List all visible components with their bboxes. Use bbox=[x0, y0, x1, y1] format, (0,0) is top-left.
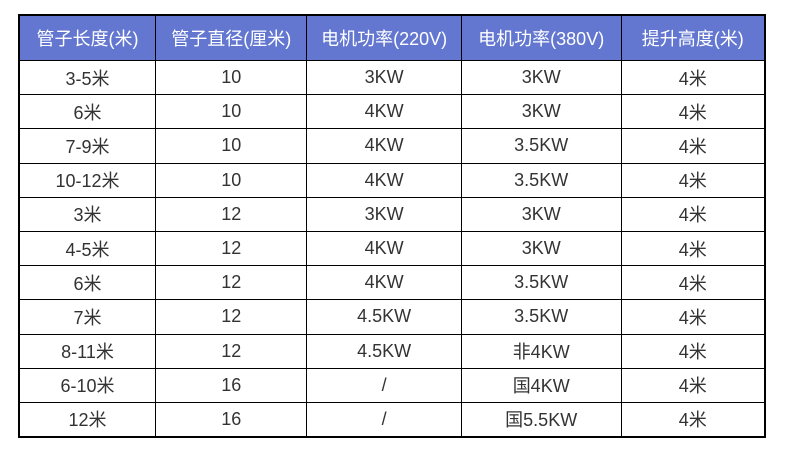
cell-lift-height: 4米 bbox=[620, 94, 766, 130]
cell-lift-height: 4米 bbox=[620, 128, 766, 164]
cell-power-380v: 非4KW bbox=[460, 333, 622, 369]
cell-lift-height: 4米 bbox=[620, 265, 766, 301]
cell-pipe-diameter: 12 bbox=[155, 333, 308, 369]
cell-lift-height: 4米 bbox=[620, 59, 766, 96]
table-row: 10-12米 10 4KW 3.5KW 4米 bbox=[18, 162, 766, 198]
cell-pipe-diameter: 12 bbox=[155, 230, 308, 267]
cell-power-220v: 4KW bbox=[306, 162, 462, 198]
cell-pipe-diameter: 10 bbox=[155, 59, 308, 96]
cell-power-220v: 3KW bbox=[306, 196, 462, 232]
cell-pipe-length: 12米 bbox=[18, 401, 157, 438]
cell-power-380v: 3.5KW bbox=[460, 162, 622, 198]
cell-power-220v: 4.5KW bbox=[306, 333, 462, 369]
cell-pipe-length: 7米 bbox=[18, 299, 157, 335]
cell-pipe-diameter: 10 bbox=[155, 128, 308, 164]
table-row: 7-9米 10 4KW 3.5KW 4米 bbox=[18, 128, 766, 164]
cell-power-220v: / bbox=[306, 367, 462, 403]
cell-power-220v: 4KW bbox=[306, 265, 462, 301]
col-header-motor-power-380v: 电机功率(380V) bbox=[460, 14, 622, 61]
table-row: 3米 12 3KW 3KW 4米 bbox=[18, 196, 766, 232]
col-header-motor-power-220v: 电机功率(220V) bbox=[306, 14, 462, 61]
cell-lift-height: 4米 bbox=[620, 333, 766, 369]
table-row: 6米 12 4KW 3.5KW 4米 bbox=[18, 265, 766, 301]
table-row: 8-11米 12 4.5KW 非4KW 4米 bbox=[18, 333, 766, 369]
cell-power-220v: 4.5KW bbox=[306, 299, 462, 335]
cell-pipe-length: 6米 bbox=[18, 265, 157, 301]
col-header-pipe-diameter: 管子直径(厘米) bbox=[155, 14, 308, 61]
cell-pipe-diameter: 10 bbox=[155, 94, 308, 130]
table-row: 6-10米 16 / 国4KW 4米 bbox=[18, 367, 766, 403]
cell-power-380v: 3.5KW bbox=[460, 299, 622, 335]
cell-pipe-diameter: 12 bbox=[155, 299, 308, 335]
cell-power-220v: 3KW bbox=[306, 59, 462, 96]
cell-pipe-diameter: 16 bbox=[155, 367, 308, 403]
table-row: 4-5米 12 4KW 3KW 4米 bbox=[18, 230, 766, 267]
cell-power-380v: 3KW bbox=[460, 94, 622, 130]
cell-lift-height: 4米 bbox=[620, 367, 766, 403]
cell-pipe-length: 6米 bbox=[18, 94, 157, 130]
cell-power-380v: 国5.5KW bbox=[460, 401, 622, 438]
cell-pipe-diameter: 12 bbox=[155, 265, 308, 301]
cell-pipe-length: 4-5米 bbox=[18, 230, 157, 267]
cell-power-380v: 3KW bbox=[460, 59, 622, 96]
cell-lift-height: 4米 bbox=[620, 299, 766, 335]
cell-lift-height: 4米 bbox=[620, 230, 766, 267]
cell-lift-height: 4米 bbox=[620, 162, 766, 198]
cell-lift-height: 4米 bbox=[620, 401, 766, 438]
table-row: 12米 16 / 国5.5KW 4米 bbox=[18, 401, 766, 438]
table-row: 7米 12 4.5KW 3.5KW 4米 bbox=[18, 299, 766, 335]
cell-pipe-length: 3米 bbox=[18, 196, 157, 232]
cell-pipe-diameter: 12 bbox=[155, 196, 308, 232]
cell-pipe-length: 7-9米 bbox=[18, 128, 157, 164]
cell-power-220v: 4KW bbox=[306, 94, 462, 130]
cell-power-220v: / bbox=[306, 401, 462, 438]
cell-pipe-diameter: 10 bbox=[155, 162, 308, 198]
table-row: 6米 10 4KW 3KW 4米 bbox=[18, 94, 766, 130]
cell-power-380v: 3KW bbox=[460, 230, 622, 267]
cell-power-380v: 3.5KW bbox=[460, 128, 622, 164]
cell-power-220v: 4KW bbox=[306, 128, 462, 164]
col-header-pipe-length: 管子长度(米) bbox=[18, 14, 157, 61]
cell-pipe-length: 6-10米 bbox=[18, 367, 157, 403]
cell-power-380v: 国4KW bbox=[460, 367, 622, 403]
cell-pipe-length: 8-11米 bbox=[18, 333, 157, 369]
cell-power-220v: 4KW bbox=[306, 230, 462, 267]
cell-pipe-length: 10-12米 bbox=[18, 162, 157, 198]
cell-lift-height: 4米 bbox=[620, 196, 766, 232]
cell-pipe-diameter: 16 bbox=[155, 401, 308, 438]
table-row: 3-5米 10 3KW 3KW 4米 bbox=[18, 59, 766, 96]
cell-pipe-length: 3-5米 bbox=[18, 59, 157, 96]
cell-power-380v: 3.5KW bbox=[460, 265, 622, 301]
pipe-motor-spec-table: 管子长度(米) 管子直径(厘米) 电机功率(220V) 电机功率(380V) 提… bbox=[18, 14, 766, 439]
cell-power-380v: 3KW bbox=[460, 196, 622, 232]
col-header-lift-height: 提升高度(米) bbox=[620, 14, 766, 61]
header-row: 管子长度(米) 管子直径(厘米) 电机功率(220V) 电机功率(380V) 提… bbox=[18, 14, 766, 61]
